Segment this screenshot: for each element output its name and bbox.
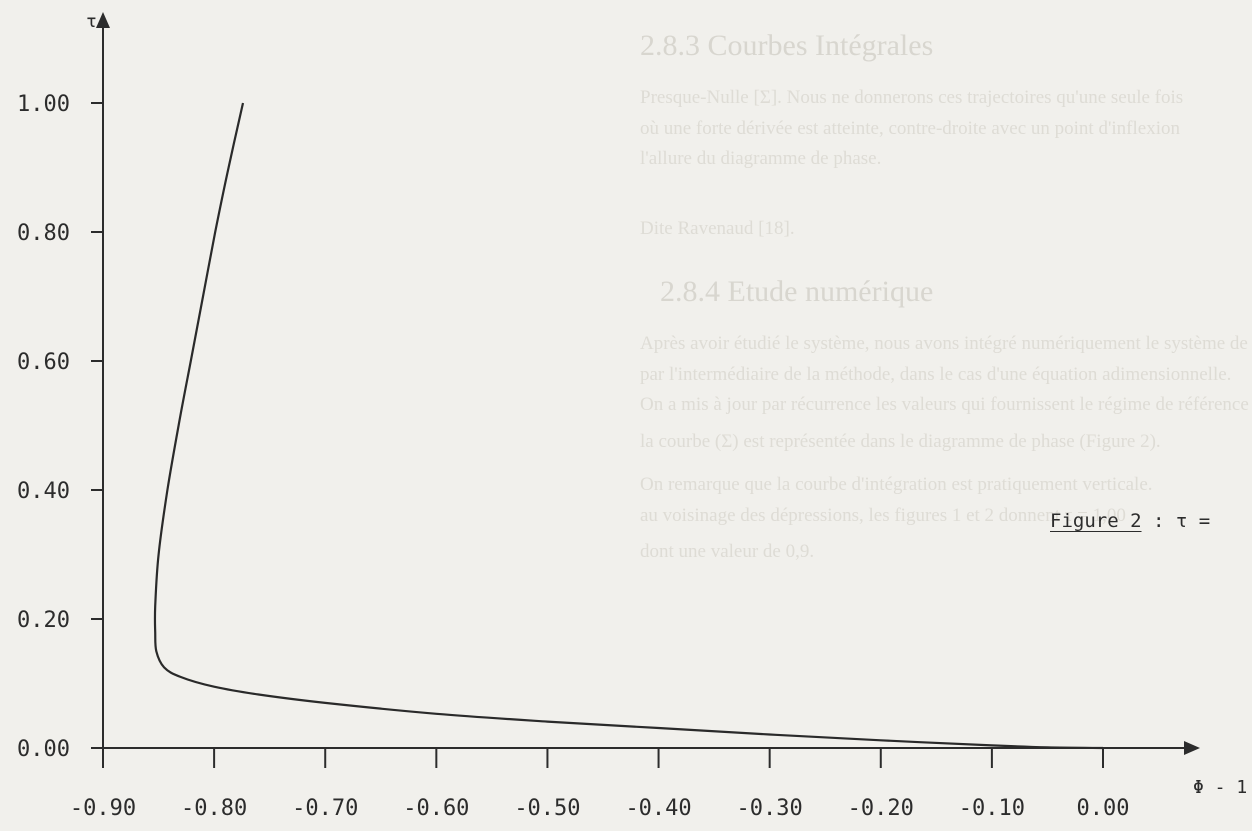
x-tick-label: -0.30 xyxy=(737,796,803,821)
bg-paragraph-3-line-3: dont une valeur de 0,9. xyxy=(640,541,814,562)
y-axis-title: τ xyxy=(86,11,97,32)
tau-curve-series-line xyxy=(153,102,1104,750)
x-tick-label: -0.80 xyxy=(181,796,247,821)
bg-heading-1: 2.8.3 Courbes Intégrales xyxy=(640,29,933,62)
y-tick-label: 0.80 xyxy=(17,221,70,246)
y-tick-label: 0.60 xyxy=(17,350,70,375)
x-tick-label: -0.10 xyxy=(959,796,1025,821)
axis-titles: τ Φ - 1 xyxy=(86,11,1247,798)
bg-reference: Dite Ravenaud [18]. xyxy=(640,218,795,239)
x-tick-label: -0.60 xyxy=(403,796,469,821)
bg-paragraph-3-line-1: On remarque que la courbe d'intégration … xyxy=(640,474,1153,495)
figure-caption-label: Figure 2 xyxy=(1050,510,1142,532)
figure-caption-equation: : τ = xyxy=(1141,510,1211,532)
bg-paragraph-2-line-4: la courbe (Σ) est représentée dans le di… xyxy=(640,431,1161,452)
x-tick-label: -0.70 xyxy=(292,796,358,821)
x-tick-label: -0.40 xyxy=(625,796,691,821)
bg-paragraph-3-line-2: au voisinage des dépressions, les figure… xyxy=(640,505,1126,526)
background-scanned-text: 2.8.3 Courbes Intégrales Presque-Nulle [… xyxy=(640,29,1249,562)
axes xyxy=(96,12,1200,755)
bg-paragraph-2-line-3: On a mis à jour par récurrence les valeu… xyxy=(640,394,1249,415)
bg-paragraph-2-line-1: Après avoir étudié le système, nous avon… xyxy=(640,333,1248,354)
figure-caption: Figure 2 : τ = xyxy=(1050,510,1210,532)
y-tick-label: 0.20 xyxy=(17,608,70,633)
data-series xyxy=(153,102,1104,750)
y-tick-label: 1.00 xyxy=(17,92,70,117)
x-axis-title: Φ - 1 xyxy=(1193,777,1247,798)
y-tick-label: 0.40 xyxy=(17,479,70,504)
tick-marks-and-labels: -0.90 -0.80 -0.70 -0.60 -0.50 -0.40 -0.30 -0.20… xyxy=(17,92,1129,821)
bg-heading-2: 2.8.4 Etude numérique xyxy=(660,275,933,308)
y-axis-arrowhead xyxy=(96,12,110,28)
x-tick-label: -0.20 xyxy=(848,796,914,821)
x-axis-arrowhead xyxy=(1184,741,1200,755)
bg-paragraph-1-line-3: l'allure du diagramme de phase. xyxy=(640,148,881,169)
bg-paragraph-1-line-1: Presque-Nulle [Σ]. Nous ne donnerons ces… xyxy=(640,87,1183,108)
x-tick-label: 0.00 xyxy=(1077,796,1130,821)
bg-paragraph-1-line-2: où une forte dérivée est atteinte, contr… xyxy=(640,118,1180,139)
x-tick-label: -0.50 xyxy=(514,796,580,821)
x-tick-label: -0.90 xyxy=(70,796,136,821)
bg-paragraph-2-line-2: par l'intermédiaire de la méthode, dans … xyxy=(640,364,1231,385)
y-tick-label: 0.00 xyxy=(17,737,70,762)
